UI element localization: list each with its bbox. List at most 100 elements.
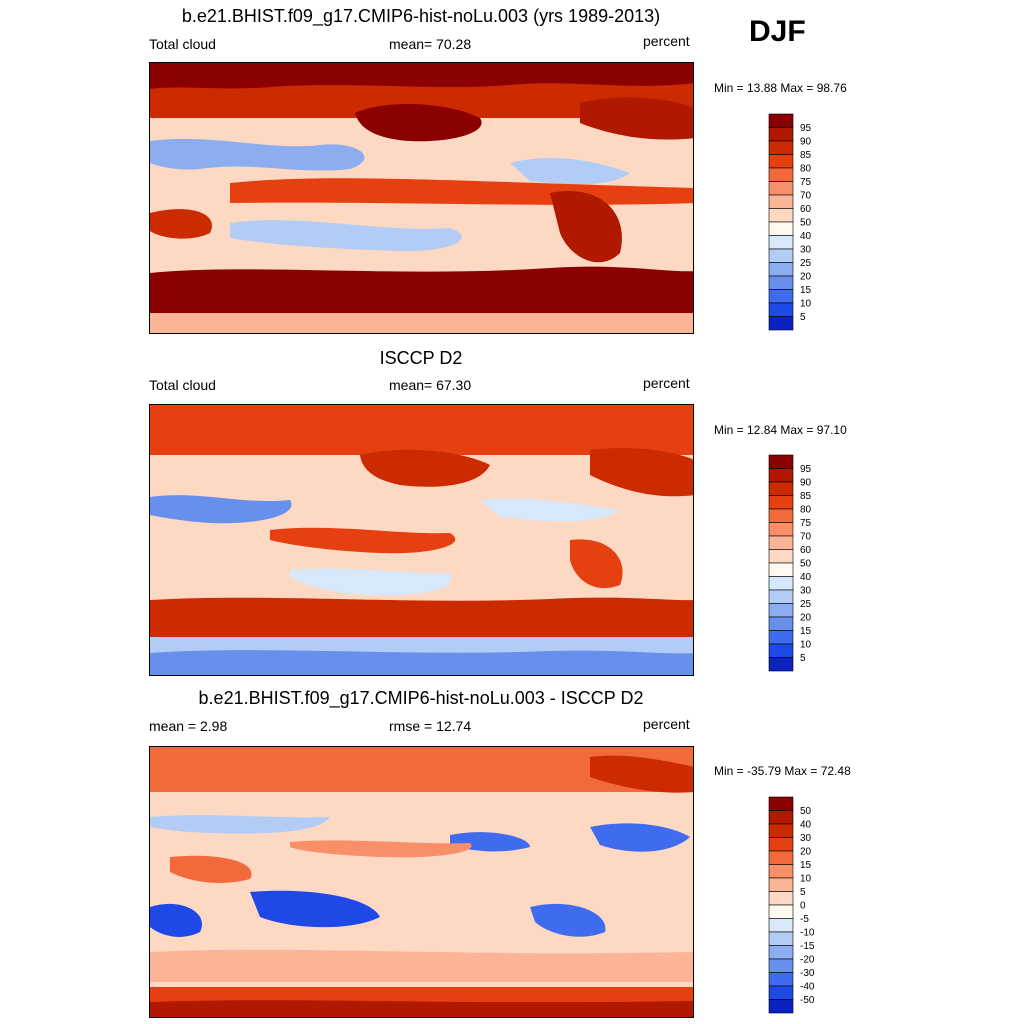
panel3-units-label: percent [643, 716, 690, 732]
colorbar-swatch [768, 904, 794, 919]
colorbar-swatch [768, 850, 794, 865]
colorbar-swatch [768, 235, 794, 250]
colorbar-swatch [768, 302, 794, 317]
colorbar-swatch [768, 140, 794, 155]
colorbar-swatch [768, 589, 794, 604]
panel3-field-epac-low [530, 903, 606, 937]
colorbar-swatch [768, 181, 794, 196]
colorbar-swatch [768, 208, 794, 223]
panel1-colorbar: 95 90 85 80 75 70 60 50 40 30 25 20 15 10 5 [768, 113, 812, 331]
colorbar-swatch [768, 616, 794, 631]
colorbar-tick-label: 25 [800, 258, 812, 269]
colorbar-swatch [768, 454, 794, 469]
colorbar-tick-label: 90 [800, 137, 812, 148]
colorbar-tick-label: 40 [800, 572, 812, 583]
panel2-colorbar: 95 90 85 80 75 70 60 50 40 30 25 20 15 10 5 [768, 454, 812, 672]
panel1-map [149, 62, 694, 334]
panel1-field-arctic-max [150, 63, 693, 89]
panel2-title: ISCCP D2 [379, 348, 463, 368]
colorbar-tick-label: 75 [800, 177, 812, 188]
colorbar-swatch [768, 562, 794, 577]
colorbar-tick-label: 40 [800, 231, 812, 242]
panel3-mean-label: mean = 2.98 [149, 718, 228, 734]
colorbar-tick-label: 70 [800, 532, 812, 543]
colorbar-swatch [768, 522, 794, 537]
colorbar-tick-label: 80 [800, 505, 812, 516]
panel3-minmax: Min = -35.79 Max = 72.48 [714, 764, 851, 778]
panel2-field-natlantic [590, 448, 693, 497]
panel2-field-maritime [270, 527, 456, 554]
panel1-field-npacific [355, 103, 482, 142]
panel1-variable-label: Total cloud [149, 36, 216, 52]
colorbar-swatch [768, 796, 794, 811]
colorbar-swatch [768, 985, 794, 1000]
colorbar-tick-label: 80 [800, 164, 812, 175]
colorbar-tick-label: -15 [800, 941, 815, 952]
panel3-field-antarctica-max [150, 1000, 693, 1017]
colorbar-tick-label: 20 [800, 613, 812, 624]
panel2-field-npacific [360, 449, 490, 487]
panel3-field-satl-low [150, 903, 202, 937]
colorbar-swatch [768, 248, 794, 263]
colorbar-swatch [768, 154, 794, 169]
panel2-map-svg [150, 405, 693, 675]
panel2-units-label: percent [643, 375, 690, 391]
colorbar-swatch [768, 823, 794, 838]
colorbar-tick-label: 30 [800, 833, 812, 844]
panel2-field-subtropics-epac [480, 498, 620, 522]
colorbar-tick-label: 0 [800, 901, 806, 912]
panel2-colorbar-svg: 95 90 85 80 75 70 60 50 40 30 25 20 15 10 5 [768, 454, 812, 672]
colorbar-tick-label: 30 [800, 245, 812, 256]
colorbar-swatch [768, 468, 794, 483]
colorbar-swatch [768, 630, 794, 645]
colorbar-tick-label: 25 [800, 599, 812, 610]
panel2-field-southern-ocean [150, 597, 693, 637]
colorbar-swatch [768, 945, 794, 960]
colorbar-tick-label: 20 [800, 847, 812, 858]
colorbar-swatch [768, 481, 794, 496]
colorbar-swatch [768, 864, 794, 879]
colorbar-swatch [768, 918, 794, 933]
colorbar-tick-label: -5 [800, 914, 809, 925]
panel2-field-antarctica-low [150, 650, 693, 675]
colorbar-swatch [768, 289, 794, 304]
panel1-field-africa [150, 209, 212, 239]
colorbar-tick-label: 90 [800, 478, 812, 489]
panel1-colorbar-svg: 95 90 85 80 75 70 60 50 40 30 25 20 15 10 5 [768, 113, 812, 331]
colorbar-tick-label: 60 [800, 204, 812, 215]
panel2-minmax: Min = 12.84 Max = 97.10 [714, 423, 847, 437]
colorbar-tick-label: 40 [800, 820, 812, 831]
colorbar-tick-label: -30 [800, 968, 815, 979]
colorbar-swatch [768, 999, 794, 1014]
panel3-field-greenland [590, 755, 693, 793]
colorbar-tick-label: 95 [800, 464, 812, 475]
colorbar-tick-label: -20 [800, 955, 815, 966]
panel1-mean-label: mean= 70.28 [389, 36, 472, 52]
colorbar-tick-label: 50 [800, 559, 812, 570]
colorbar-tick-label: 20 [800, 272, 812, 283]
panel3-field-africa-high [170, 855, 252, 883]
colorbar-tick-label: 5 [800, 887, 806, 898]
panel1-minmax: Min = 13.88 Max = 98.76 [714, 81, 847, 95]
colorbar-tick-label: 50 [800, 806, 812, 817]
panel3-field-southern-ocean [150, 949, 693, 982]
colorbar-swatch [768, 576, 794, 591]
panel3-field-natl-low [590, 823, 690, 852]
panel1-field-samerica [550, 191, 622, 263]
colorbar-tick-label: 5 [800, 312, 806, 323]
colorbar-swatch [768, 603, 794, 618]
panel3-map-svg [150, 747, 693, 1017]
panel3-field-nh-subtropics [150, 815, 330, 834]
colorbar-swatch [768, 657, 794, 672]
panel2-field-sahara-arabia [150, 495, 292, 524]
panel1-title: b.e21.BHIST.f09_g17.CMIP6-hist-noLu.003 … [181, 6, 661, 26]
colorbar-tick-label: 15 [800, 626, 812, 637]
panel3-field-indian-low [250, 890, 380, 928]
colorbar-tick-label: 15 [800, 860, 812, 871]
colorbar-tick-label: 10 [800, 874, 812, 885]
colorbar-swatch [768, 877, 794, 892]
colorbar-swatch [768, 262, 794, 277]
colorbar-swatch [768, 891, 794, 906]
panel2-mean-label: mean= 67.30 [389, 377, 472, 393]
